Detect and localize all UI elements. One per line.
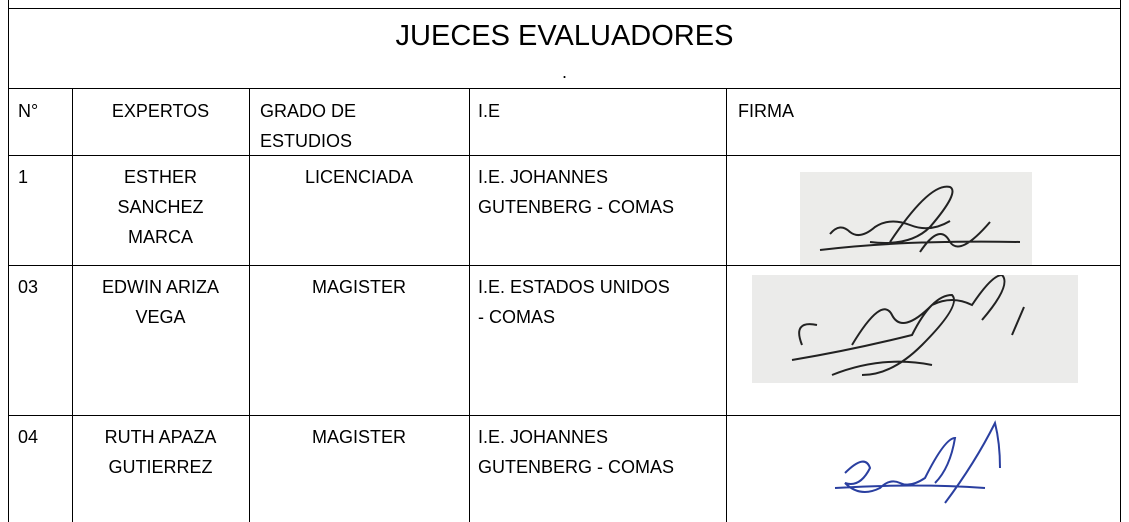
border — [249, 88, 250, 522]
border — [8, 415, 1121, 416]
border — [8, 155, 1121, 156]
border — [8, 8, 1121, 9]
border — [469, 88, 470, 522]
signature — [834, 420, 1001, 504]
table-cell: I.E. ESTADOS UNIDOS - COMAS — [478, 277, 670, 327]
table-cell: I.E. JOHANNES GUTENBERG - COMAS — [478, 427, 675, 477]
border — [1120, 0, 1121, 522]
border — [8, 0, 9, 522]
border — [72, 88, 73, 522]
header-cell: EXPERTOS — [111, 101, 210, 121]
title: JUECES EVALUADORES — [395, 20, 734, 52]
table-cell: ESTHER SANCHEZ MARCA — [117, 167, 204, 247]
table-cell: 1 — [18, 167, 29, 187]
table-cell: LICENCIADA — [304, 167, 414, 187]
table-cell: 03 — [18, 277, 39, 297]
header-cell: I.E — [478, 101, 501, 121]
header-cell: GRADO DE ESTUDIOS — [260, 101, 357, 151]
table-cell: 04 — [18, 427, 39, 447]
border — [8, 265, 1121, 266]
table-cell: I.E. JOHANNES GUTENBERG - COMAS — [478, 167, 675, 217]
border — [8, 88, 1121, 89]
header-cell: FIRMA — [738, 101, 794, 121]
table-cell: MAGISTER — [311, 277, 406, 297]
signature — [752, 275, 1078, 383]
signature — [800, 172, 1032, 265]
table-cell: RUTH APAZA GUTIERREZ — [104, 427, 217, 477]
table-cell: MAGISTER — [311, 427, 406, 447]
subtitle: . — [561, 62, 567, 82]
border — [726, 88, 727, 522]
header-cell: N° — [18, 101, 39, 121]
table-cell: EDWIN ARIZA VEGA — [101, 277, 219, 327]
